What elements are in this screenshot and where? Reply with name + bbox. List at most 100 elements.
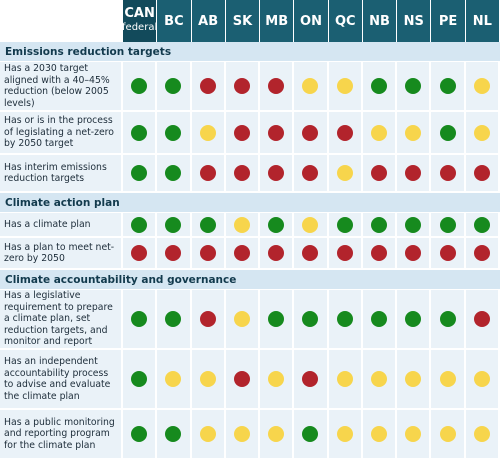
status-cell (431, 290, 466, 350)
status-cell (465, 112, 500, 155)
status-dot (233, 371, 250, 387)
status-dot (439, 245, 456, 261)
status-dot (439, 311, 456, 327)
status-dot (165, 426, 182, 442)
status-cell (157, 290, 192, 350)
status-cell (191, 238, 226, 270)
status-cell (191, 350, 226, 410)
status-cell (465, 62, 500, 112)
status-cell (397, 213, 432, 238)
section-title: Climate action plan (0, 193, 500, 213)
status-cell (260, 62, 295, 112)
status-dot (371, 124, 388, 141)
column-name: NS (403, 13, 424, 29)
status-dot (199, 371, 216, 387)
row-label: Has or is in the process of legislating … (0, 112, 123, 155)
status-cell (225, 155, 261, 193)
status-cell (465, 350, 500, 410)
status-cell (465, 238, 500, 270)
status-cell (362, 213, 398, 238)
status-dot (131, 311, 148, 327)
row-label: Has interim emissions reduction targets (0, 155, 123, 193)
status-dot (233, 311, 250, 327)
column-name: MB (265, 13, 289, 29)
status-cell (328, 238, 363, 270)
status-cell (294, 290, 329, 350)
status-dot (199, 426, 216, 442)
row-label: Has a public monitoring and reporting pr… (0, 410, 123, 460)
status-dot (371, 245, 388, 261)
status-dot (302, 245, 319, 261)
status-dot (131, 216, 148, 233)
status-dot (439, 216, 456, 233)
status-cell (397, 410, 432, 460)
status-cell (431, 410, 466, 460)
status-cell (123, 213, 158, 238)
status-cell (397, 238, 432, 270)
status-cell (191, 213, 226, 238)
column-name: QC (334, 13, 356, 29)
status-cell (294, 410, 329, 460)
status-cell (260, 410, 295, 460)
column-header: AB (191, 0, 226, 42)
status-dot (439, 124, 456, 141)
column-name: CAN (124, 6, 155, 21)
status-dot (405, 216, 422, 233)
status-dot (473, 216, 490, 233)
status-cell (191, 112, 226, 155)
status-cell (191, 290, 226, 350)
status-dot (165, 311, 182, 327)
status-cell (157, 410, 192, 460)
status-dot (405, 78, 422, 94)
status-dot (165, 371, 182, 387)
status-cell (431, 112, 466, 155)
status-dot (199, 124, 216, 141)
status-cell (465, 410, 500, 460)
status-cell (431, 350, 466, 410)
status-dot (233, 124, 250, 141)
status-dot (131, 124, 148, 141)
status-dot (165, 124, 182, 141)
status-cell (362, 62, 398, 112)
status-cell (431, 238, 466, 270)
column-header: CAN federal (122, 0, 158, 42)
status-cell (328, 410, 363, 460)
status-cell (431, 62, 466, 112)
status-cell (260, 112, 295, 155)
column-name: SK (232, 13, 253, 29)
status-dot (336, 165, 353, 181)
status-cell (191, 155, 226, 193)
status-cell (123, 62, 158, 112)
column-header: MB (260, 0, 295, 42)
status-cell (362, 155, 398, 193)
status-dot (439, 78, 456, 94)
row-label: Has a climate plan (0, 213, 123, 238)
status-dot (302, 78, 319, 94)
status-cell (362, 238, 398, 270)
status-cell (328, 62, 363, 112)
status-cell (225, 350, 261, 410)
status-dot (233, 78, 250, 94)
row-label: Has an independent accountability proces… (0, 350, 123, 410)
column-header: NB (362, 0, 398, 42)
status-dot (405, 426, 422, 442)
status-cell (157, 155, 192, 193)
status-dot (405, 371, 422, 387)
status-dot (473, 426, 490, 442)
status-dot (336, 124, 353, 141)
status-cell (260, 350, 295, 410)
status-cell (294, 62, 329, 112)
row-label: Has a plan to meet net-zero by 2050 (0, 238, 123, 270)
status-cell (465, 290, 500, 350)
status-dot (473, 124, 490, 141)
status-dot (268, 78, 285, 94)
status-dot (302, 371, 319, 387)
status-dot (233, 245, 250, 261)
status-dot (473, 78, 490, 94)
column-name: BC (164, 13, 184, 29)
status-dot (233, 216, 250, 233)
status-cell (328, 155, 363, 193)
status-cell (260, 290, 295, 350)
status-dot (439, 371, 456, 387)
column-header: NS (397, 0, 432, 42)
